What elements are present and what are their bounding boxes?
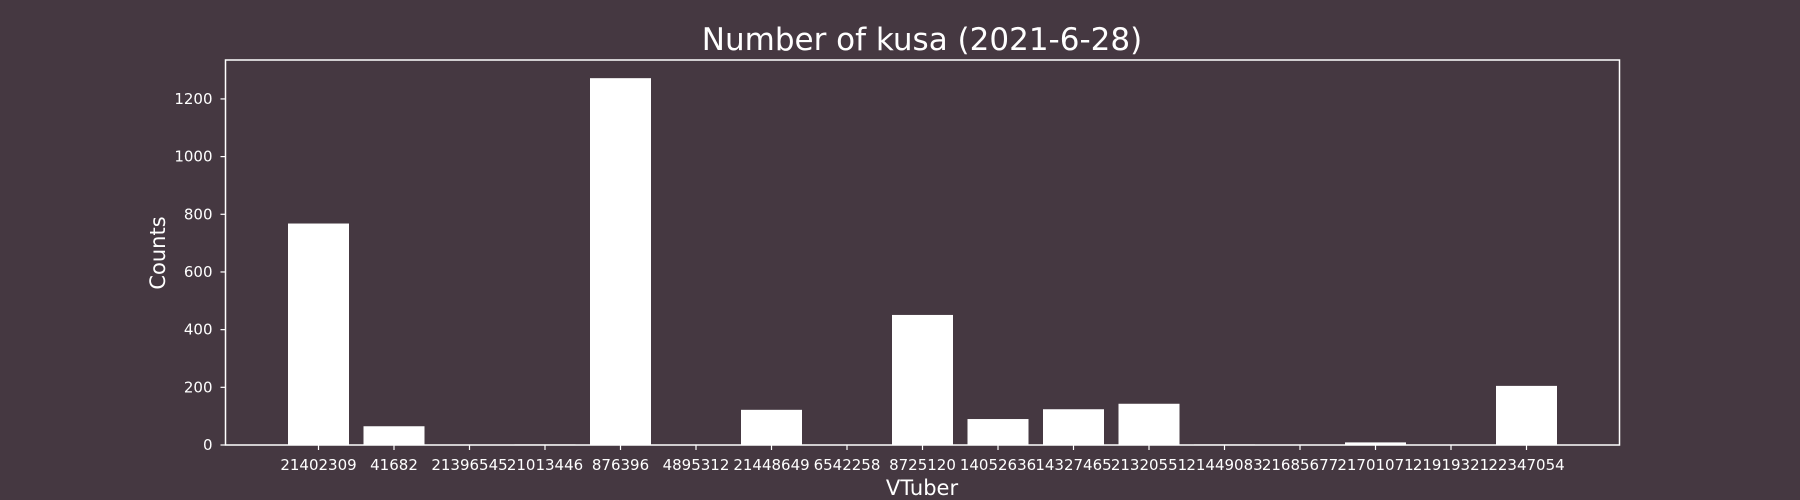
chart-title: Number of kusa (2021-6-28) xyxy=(702,22,1142,58)
y-tick-label: 400 xyxy=(184,321,213,339)
x-tick-label: 21919321 xyxy=(1413,456,1489,474)
x-tick-label: 21448649 xyxy=(733,456,809,474)
x-tick-label: 21402309 xyxy=(280,456,356,474)
x-tick-label: 21013446 xyxy=(507,456,583,474)
y-axis-label: Counts xyxy=(146,216,170,289)
bar-21448649 xyxy=(741,409,802,445)
x-tick-label: 6542258 xyxy=(814,456,881,474)
x-axis-label: VTuber xyxy=(886,476,959,500)
bar-41682 xyxy=(363,426,425,445)
x-tick-label: 22347054 xyxy=(1488,456,1564,474)
bar-21320551 xyxy=(1118,403,1180,445)
y-tick-label: 1200 xyxy=(174,90,212,108)
y-tick-label: 600 xyxy=(184,263,213,281)
bar-21701071 xyxy=(1345,442,1406,445)
bar-876396 xyxy=(590,78,651,446)
x-tick-label: 8725120 xyxy=(889,456,956,474)
bar-14052636 xyxy=(967,419,1029,445)
x-tick-label: 21701071 xyxy=(1337,456,1413,474)
plot-frame xyxy=(224,59,1621,446)
bar-8725120 xyxy=(892,314,953,445)
x-tick-label: 21396545 xyxy=(431,456,507,474)
y-tick-label: 200 xyxy=(184,378,213,396)
x-tick-label: 14327465 xyxy=(1035,456,1111,474)
x-tick-label: 4895312 xyxy=(663,456,730,474)
x-tick-label: 876396 xyxy=(592,456,649,474)
x-tick-label: 41682 xyxy=(370,456,418,474)
bar-21402309 xyxy=(288,223,349,445)
x-tick-label: 21320551 xyxy=(1111,456,1187,474)
y-tick-label: 800 xyxy=(184,205,213,223)
bar-22347054 xyxy=(1496,385,1557,445)
y-tick-label: 1000 xyxy=(174,148,212,166)
x-axis: 21402309 41682 21396545 21013446 876396 48953… xyxy=(280,445,1565,474)
bars-group xyxy=(288,78,1557,446)
x-tick-label: 14052636 xyxy=(960,456,1036,474)
bar-14327465 xyxy=(1043,409,1104,445)
x-tick-label: 21449083 xyxy=(1186,456,1262,474)
y-tick-label: 0 xyxy=(203,436,213,454)
y-axis: 0 200 400 600 800 1000 1200 xyxy=(174,90,226,454)
x-tick-label: 21685677 xyxy=(1262,456,1338,474)
